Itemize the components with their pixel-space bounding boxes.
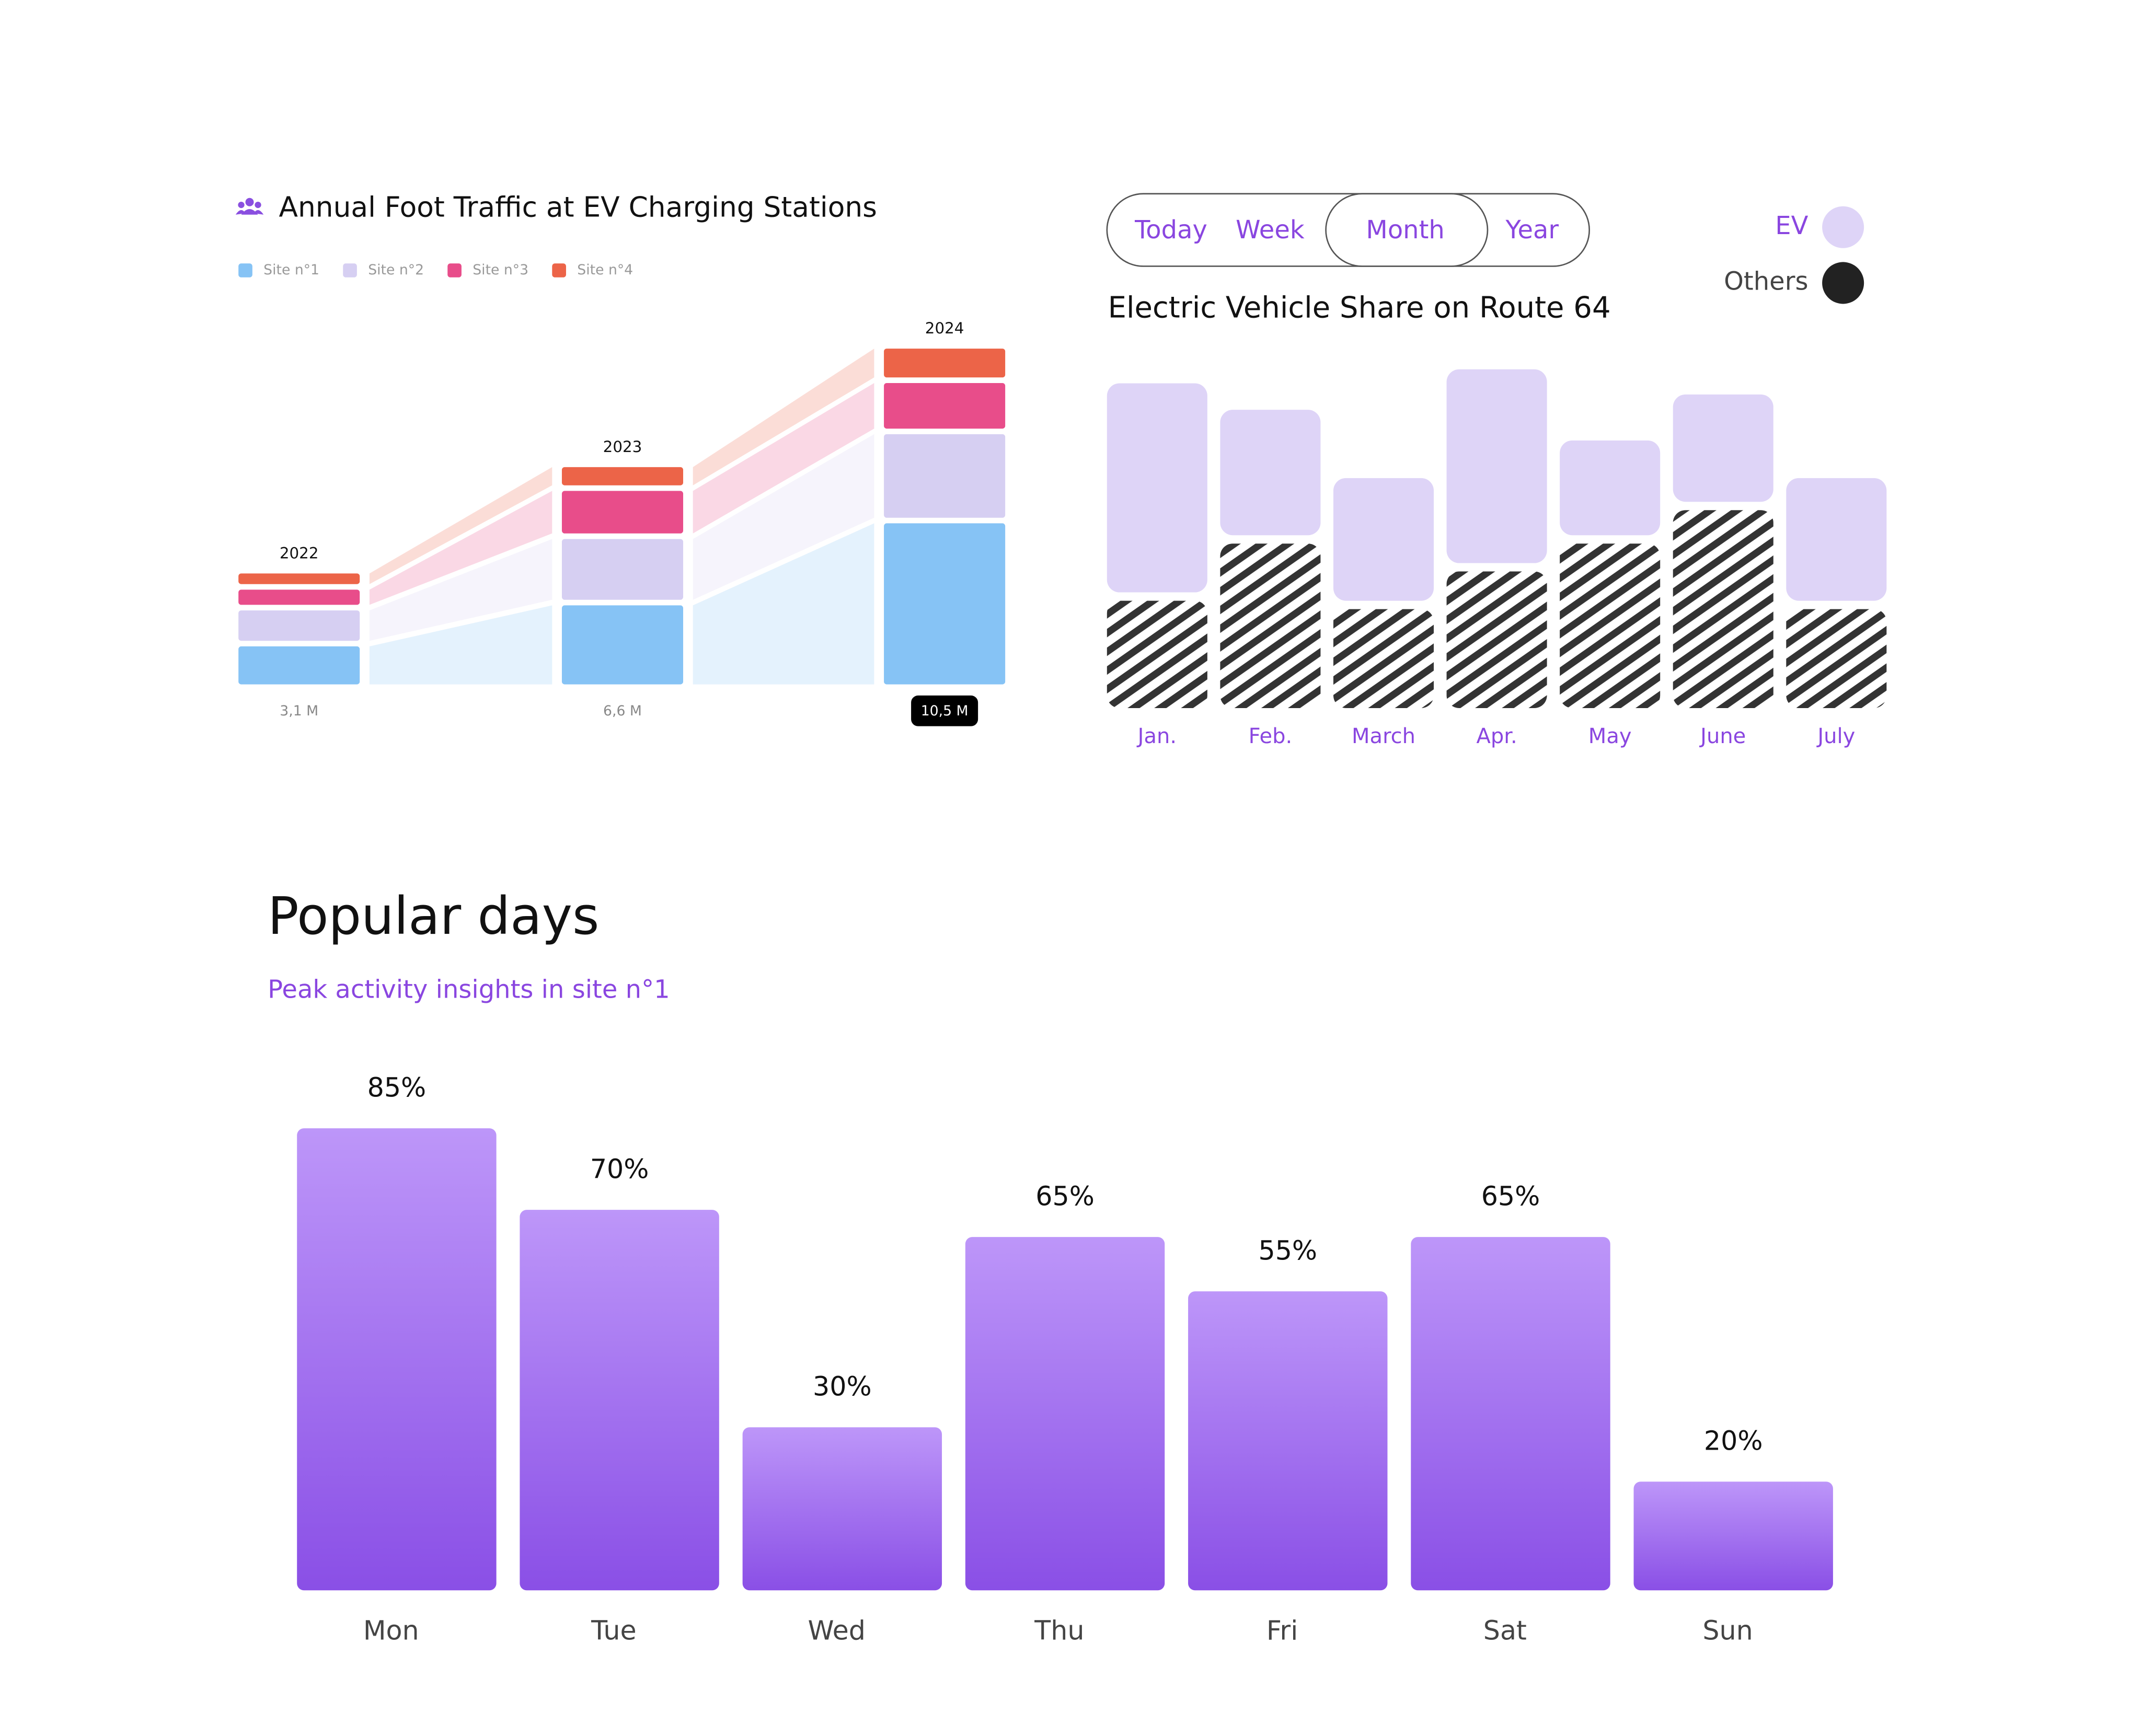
legend-swatch — [447, 263, 462, 277]
legend-swatch — [552, 263, 566, 277]
bar-segment — [1446, 571, 1547, 708]
bar-segment — [1673, 394, 1773, 502]
bar-segment — [884, 434, 1006, 518]
bar-segment — [1786, 478, 1887, 601]
bar-segment — [884, 349, 1006, 378]
chart-title: Electric Vehicle Share on Route 64 — [1108, 291, 1611, 325]
legend-dot — [1822, 206, 1864, 248]
flow-band — [693, 523, 874, 685]
value-label: 70% — [590, 1153, 649, 1184]
bar-segment — [1333, 609, 1434, 708]
people-icon — [235, 198, 264, 215]
x-tick-label: Thu — [1034, 1615, 1084, 1646]
category-label: 2022 — [280, 544, 319, 562]
bar-segment — [561, 491, 684, 534]
bar-segment — [561, 539, 684, 600]
category-label: 2024 — [925, 319, 964, 337]
bar — [520, 1210, 719, 1591]
flow-band — [369, 605, 552, 685]
x-tick-label: Feb. — [1249, 724, 1293, 748]
legend-swatch — [343, 263, 357, 277]
bar-segment — [1560, 440, 1661, 536]
value-label: 65% — [1481, 1181, 1540, 1211]
x-tick-label: Apr. — [1476, 724, 1517, 748]
flow-band — [693, 383, 874, 534]
bar — [297, 1128, 497, 1591]
chart-title: Popular days — [268, 886, 599, 946]
bar-segment — [1560, 543, 1661, 708]
bar-segment — [884, 383, 1006, 429]
bar — [1411, 1237, 1610, 1591]
bar-segment — [238, 646, 360, 685]
bar — [742, 1427, 942, 1591]
value-label: 30% — [813, 1371, 872, 1402]
tab[interactable]: Today — [1134, 215, 1207, 245]
x-tick-label: Tue — [591, 1615, 637, 1646]
bar — [1633, 1482, 1833, 1591]
bar-segment — [1107, 383, 1207, 593]
bar — [1188, 1291, 1388, 1591]
bar-segment — [238, 589, 360, 605]
total-label: 6,6 M — [603, 703, 642, 719]
bar-segment — [884, 523, 1006, 685]
legend-label: Site n°1 — [263, 262, 319, 278]
x-tick-label: March — [1352, 724, 1415, 748]
bar-segment — [561, 467, 684, 485]
chart-title: Annual Foot Traffic at EV Charging Stati… — [279, 191, 877, 224]
legend-label: Site n°3 — [473, 262, 528, 278]
tab[interactable]: Year — [1505, 215, 1559, 245]
legend-label: EV — [1775, 211, 1808, 240]
total-label: 10,5 M — [921, 703, 969, 719]
value-label: 20% — [1704, 1426, 1763, 1456]
legend-label: Site n°2 — [368, 262, 424, 278]
bar-segment — [1673, 510, 1773, 708]
bar-segment — [238, 573, 360, 584]
flow-band — [369, 467, 552, 584]
x-tick-label: Mon — [363, 1615, 419, 1646]
flow-band — [693, 349, 874, 485]
legend-dot — [1822, 262, 1864, 304]
x-tick-label: Sun — [1702, 1615, 1753, 1646]
total-badge — [911, 695, 978, 726]
category-label: 2023 — [603, 438, 642, 456]
x-tick-label: May — [1588, 724, 1632, 748]
bar-segment — [1220, 410, 1321, 536]
flow-band — [693, 434, 874, 600]
value-label: 55% — [1258, 1235, 1317, 1266]
tab-selected — [1325, 193, 1489, 267]
x-tick-label: July — [1816, 724, 1855, 748]
bar-segment — [1220, 543, 1321, 708]
x-tick-label: Wed — [808, 1615, 865, 1646]
legend-label: Others — [1724, 267, 1808, 296]
bar-segment — [1786, 609, 1887, 708]
bar-segment — [238, 610, 360, 641]
total-label: 3,1 M — [280, 703, 318, 719]
bar-segment — [1107, 600, 1207, 708]
value-label: 65% — [1035, 1181, 1095, 1211]
tab[interactable]: Week — [1236, 215, 1305, 245]
flow-band — [369, 491, 552, 605]
x-tick-label: June — [1699, 724, 1746, 748]
bar — [965, 1237, 1165, 1591]
bar-segment — [1446, 369, 1547, 563]
tab[interactable]: Month — [1366, 215, 1444, 245]
x-tick-label: Fri — [1266, 1615, 1298, 1646]
bar-segment — [1333, 478, 1434, 601]
x-tick-label: Jan. — [1136, 724, 1177, 748]
flow-band — [369, 539, 552, 641]
legend-label: Site n°4 — [577, 262, 633, 278]
value-label: 85% — [367, 1072, 427, 1103]
legend-swatch — [238, 263, 252, 277]
x-tick-label: Sat — [1483, 1615, 1527, 1646]
chart-subtitle: Peak activity insights in site n°1 — [268, 975, 670, 1004]
bar-segment — [561, 605, 684, 685]
